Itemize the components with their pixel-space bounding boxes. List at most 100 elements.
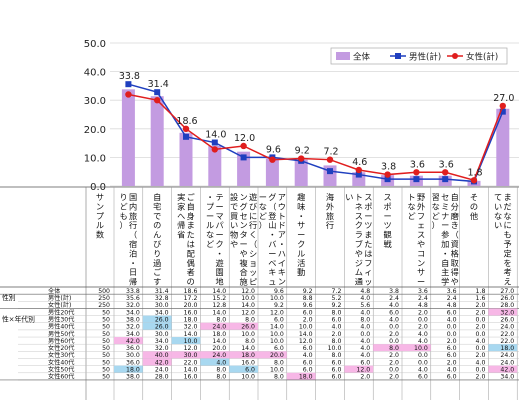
table-cell: 36.0 [126,345,140,352]
table-cell: 14.0 [184,331,198,338]
table-cell: 14.0 [212,309,226,316]
table-cell: 35.6 [126,295,140,302]
female-total-point [211,146,218,153]
table-cell: 6.0 [447,352,457,359]
category-label: その他 [470,192,478,221]
bar-mark [150,96,164,186]
female-total-point [125,91,132,98]
table-cell: 9.6 [303,302,313,309]
table-cell: 4.0 [303,352,313,359]
table-cell: 36.0 [126,359,140,366]
table-cell: 6.0 [274,345,284,352]
row-label: 男性(計) [48,294,71,302]
female-total-point [499,102,506,110]
legend: 全体 男性(計) 女性(計) [330,47,508,65]
data-label: 33.8 [119,71,140,82]
table-cell: 16.0 [184,309,198,316]
table-cell: 14.0 [241,302,255,309]
bar-mark [496,108,510,186]
table-cell: 12.0 [299,338,313,345]
table-cell: 6.0 [332,359,342,366]
table-cell: 26.0 [155,316,169,323]
table-cell: 0.0 [476,345,486,352]
table-cell: 8.0 [245,316,255,323]
table-cell: 24.0 [500,352,514,359]
table-cell: 0.0 [360,331,370,338]
table-cell: 10.0 [270,295,284,302]
table-cell: 14.0 [299,331,313,338]
sample-count: 50 [102,331,110,338]
table-cell: 0.0 [418,359,428,366]
table-cell: 4.8 [418,302,428,309]
table-cell: 8.0 [360,316,370,323]
table-cell: 0.0 [389,338,399,345]
category-label: 習など） [432,192,440,230]
table-cell: 38.0 [126,374,140,381]
table-cell: 38.0 [126,316,140,323]
data-label: 14.0 [205,130,226,141]
data-label: 3.8 [381,162,396,173]
legend-label: 男性(計) [409,52,441,63]
category-label: 国内旅行（宿泊・日帰 [129,192,137,287]
table-cell: 3.6 [418,288,428,295]
table-cell: 0.0 [418,316,428,323]
row-label: 男性60代 [48,337,75,345]
table-cell: 5.2 [332,295,342,302]
table-cell: 14.0 [270,324,284,331]
table-cell: 10.0 [270,331,284,338]
table-cell: 8.0 [245,338,255,345]
table-cell: 0.0 [389,324,399,331]
table-cell: 2.4 [447,295,457,302]
sample-count: 50 [102,359,110,366]
table-cell: 20.0 [212,345,226,352]
bar-mark [179,132,193,186]
table-cell: 18.0 [212,331,226,338]
cell-highlight [258,351,287,359]
category-label: 海外旅行 [326,192,334,230]
sample-count: 50 [102,352,110,359]
male-total-point [240,154,247,161]
data-label: 31.4 [148,79,169,90]
sample-count: 50 [102,345,110,352]
sample-count: 250 [98,302,110,309]
table-cell: 42.0 [126,338,140,345]
table-cell: 9.2 [303,288,313,295]
table-cell: 24.0 [212,352,226,359]
table-cell: 2.0 [303,316,313,323]
sample-count-header: サンプル数 [96,192,105,240]
cell-highlight [373,344,402,352]
data-label: 9.6 [266,144,281,155]
table-cell: 6.0 [245,367,255,374]
table-cell: 34.0 [155,338,169,345]
table-cell: 0.0 [476,316,486,323]
table-cell: 1.8 [476,288,486,295]
table-cell: 2.4 [418,295,428,302]
row-label: 女性50代 [48,366,75,374]
table-cell: 6.0 [332,367,342,374]
table-cell: 42.0 [500,367,514,374]
table-cell: 4.8 [360,288,370,295]
row-label: 男性50代 [48,330,75,338]
table-cell: 6.0 [332,316,342,323]
table-cell: 9.2 [332,302,342,309]
table-cell: 1.6 [476,295,486,302]
table-cell: 32.0 [126,324,140,331]
table-cell: 0.0 [447,324,457,331]
table-cell: 4.0 [447,367,457,374]
table-cell: 4.0 [418,338,428,345]
cell-highlight [171,351,201,359]
category-label: トなど [408,192,416,221]
male-total-line [128,83,504,183]
category-label: スポーツ観戦 [383,192,392,249]
table-cell: 4.0 [389,302,399,309]
table-cell: 12.0 [241,309,255,316]
category-label: ご自身または配偶者の [187,192,195,287]
sample-count: 50 [102,309,110,316]
category-label: りども） [120,192,128,230]
table-cell: 4.0 [360,352,370,359]
table-cell: 18.0 [184,316,198,323]
table-cell: 34.0 [126,309,140,316]
bar-mark [294,159,308,186]
category-label: グ（登山・バーベキュ [268,192,276,287]
table-cell: 24.0 [500,324,514,331]
